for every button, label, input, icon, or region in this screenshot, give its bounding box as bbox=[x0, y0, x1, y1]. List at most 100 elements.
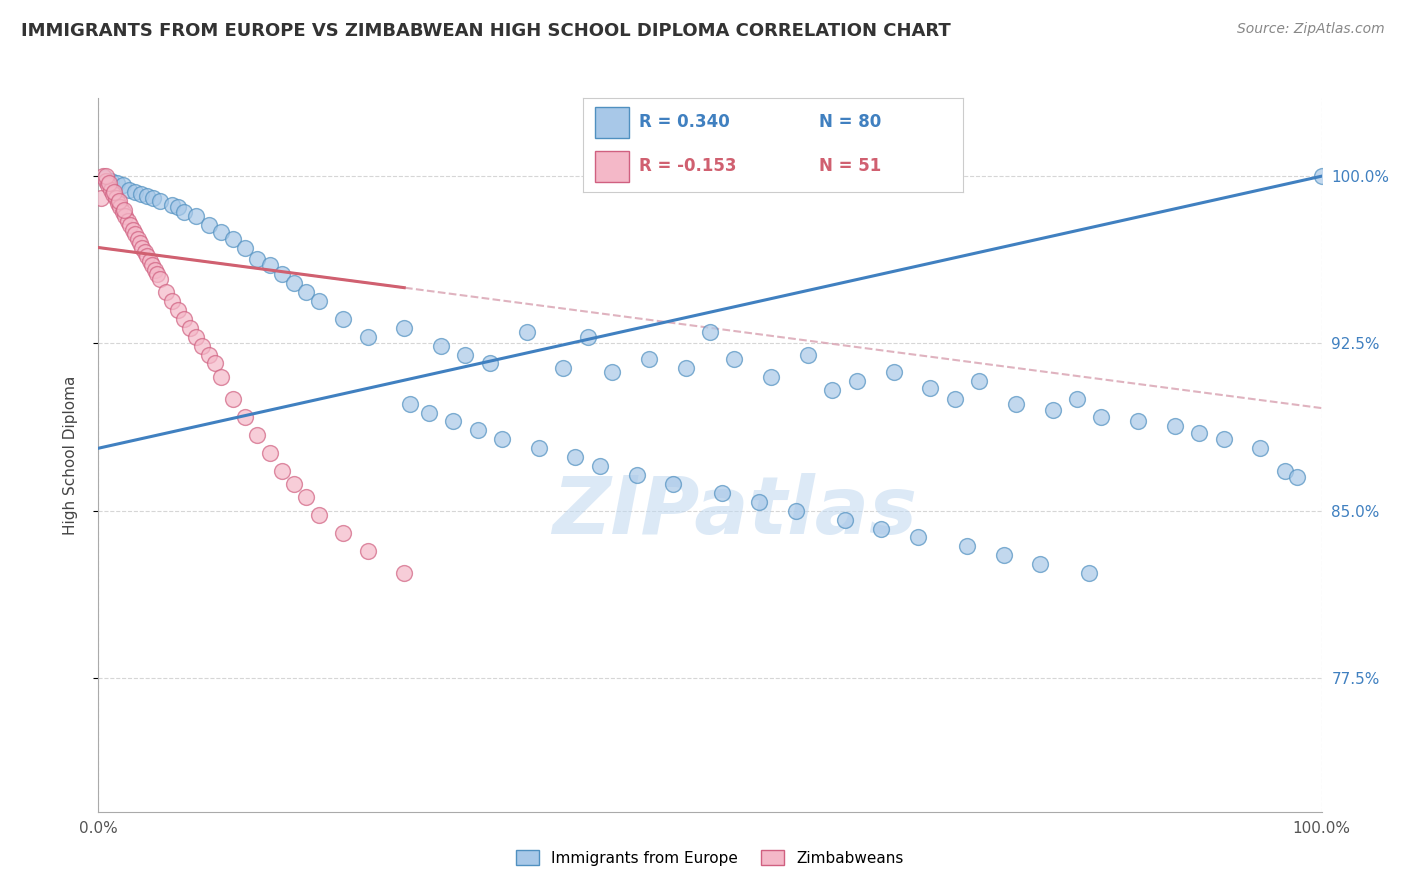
Point bbox=[101, 186, 124, 201]
Text: R = 0.340: R = 0.340 bbox=[638, 113, 730, 131]
Point bbox=[1164, 418, 1187, 433]
Point bbox=[114, 209, 136, 223]
Point bbox=[149, 271, 172, 285]
Text: Source: ZipAtlas.com: Source: ZipAtlas.com bbox=[1237, 22, 1385, 37]
Point bbox=[1310, 169, 1333, 183]
Point bbox=[146, 267, 169, 281]
Point bbox=[993, 548, 1015, 562]
Point bbox=[956, 539, 979, 553]
Point bbox=[197, 347, 219, 361]
Point bbox=[270, 463, 294, 477]
Point bbox=[356, 329, 378, 343]
Point bbox=[149, 194, 172, 208]
Point bbox=[100, 173, 122, 187]
Text: ZIPatlas: ZIPatlas bbox=[553, 473, 917, 551]
Point bbox=[638, 351, 661, 366]
Point bbox=[467, 423, 489, 437]
Point bbox=[120, 218, 142, 232]
Point bbox=[222, 231, 245, 245]
Point bbox=[785, 503, 807, 517]
Point bbox=[204, 356, 226, 370]
Point bbox=[110, 200, 132, 214]
Point bbox=[553, 360, 575, 375]
Point bbox=[246, 427, 269, 442]
Point bbox=[155, 285, 177, 299]
Point bbox=[907, 530, 929, 544]
Point bbox=[129, 186, 152, 201]
Point bbox=[283, 276, 305, 290]
Bar bbox=[595, 151, 628, 183]
Point bbox=[94, 173, 117, 187]
Point bbox=[105, 176, 128, 190]
Point bbox=[98, 176, 121, 190]
Point bbox=[834, 512, 856, 526]
Point bbox=[94, 169, 117, 183]
Point bbox=[160, 198, 183, 212]
Point bbox=[191, 338, 214, 352]
Point bbox=[136, 249, 159, 263]
Point bbox=[576, 329, 599, 343]
Point bbox=[103, 185, 125, 199]
Point bbox=[295, 490, 318, 504]
Point bbox=[186, 329, 208, 343]
Point bbox=[111, 178, 134, 192]
Point bbox=[283, 476, 305, 491]
Point bbox=[1078, 566, 1101, 580]
Point bbox=[117, 213, 139, 227]
Point bbox=[626, 467, 648, 482]
Point bbox=[845, 374, 868, 388]
Point bbox=[723, 351, 745, 366]
Point bbox=[797, 347, 820, 361]
Point bbox=[131, 240, 153, 254]
Point bbox=[246, 252, 269, 266]
Y-axis label: High School Diploma: High School Diploma bbox=[63, 376, 77, 534]
Point bbox=[675, 360, 697, 375]
Point bbox=[112, 202, 135, 217]
Text: IMMIGRANTS FROM EUROPE VS ZIMBABWEAN HIGH SCHOOL DIPLOMA CORRELATION CHART: IMMIGRANTS FROM EUROPE VS ZIMBABWEAN HIG… bbox=[21, 22, 950, 40]
Point bbox=[104, 191, 127, 205]
Point bbox=[100, 182, 122, 196]
Point bbox=[1128, 414, 1150, 428]
Point bbox=[129, 235, 152, 250]
Text: N = 51: N = 51 bbox=[818, 158, 882, 176]
Point bbox=[179, 320, 201, 334]
Point bbox=[430, 338, 453, 352]
Text: N = 80: N = 80 bbox=[818, 113, 882, 131]
Point bbox=[308, 508, 330, 522]
Point bbox=[699, 325, 721, 339]
Point bbox=[121, 222, 143, 236]
Point bbox=[259, 445, 281, 459]
Point bbox=[108, 194, 131, 208]
Point bbox=[1286, 470, 1309, 484]
Point bbox=[332, 525, 354, 540]
Point bbox=[209, 225, 232, 239]
Point bbox=[91, 169, 114, 183]
Point bbox=[270, 267, 294, 281]
Point bbox=[600, 365, 623, 379]
Point bbox=[454, 347, 477, 361]
Point bbox=[418, 405, 440, 419]
Point bbox=[1188, 425, 1211, 440]
Point bbox=[127, 231, 149, 245]
Point bbox=[441, 414, 464, 428]
Point bbox=[141, 258, 163, 272]
Point bbox=[93, 171, 115, 186]
Point bbox=[197, 218, 219, 232]
Point bbox=[124, 185, 146, 199]
Point bbox=[943, 392, 966, 406]
Point bbox=[111, 204, 134, 219]
Point bbox=[748, 494, 770, 508]
Point bbox=[143, 262, 166, 277]
Bar bbox=[595, 106, 628, 138]
Point bbox=[1004, 396, 1026, 410]
Point bbox=[233, 240, 256, 254]
Point bbox=[173, 311, 195, 326]
Point bbox=[711, 485, 734, 500]
Point bbox=[1029, 557, 1052, 571]
Text: R = -0.153: R = -0.153 bbox=[638, 158, 735, 176]
Point bbox=[920, 381, 942, 395]
Point bbox=[883, 365, 905, 379]
Point bbox=[527, 441, 550, 455]
Point bbox=[399, 396, 422, 410]
Point bbox=[134, 244, 156, 259]
